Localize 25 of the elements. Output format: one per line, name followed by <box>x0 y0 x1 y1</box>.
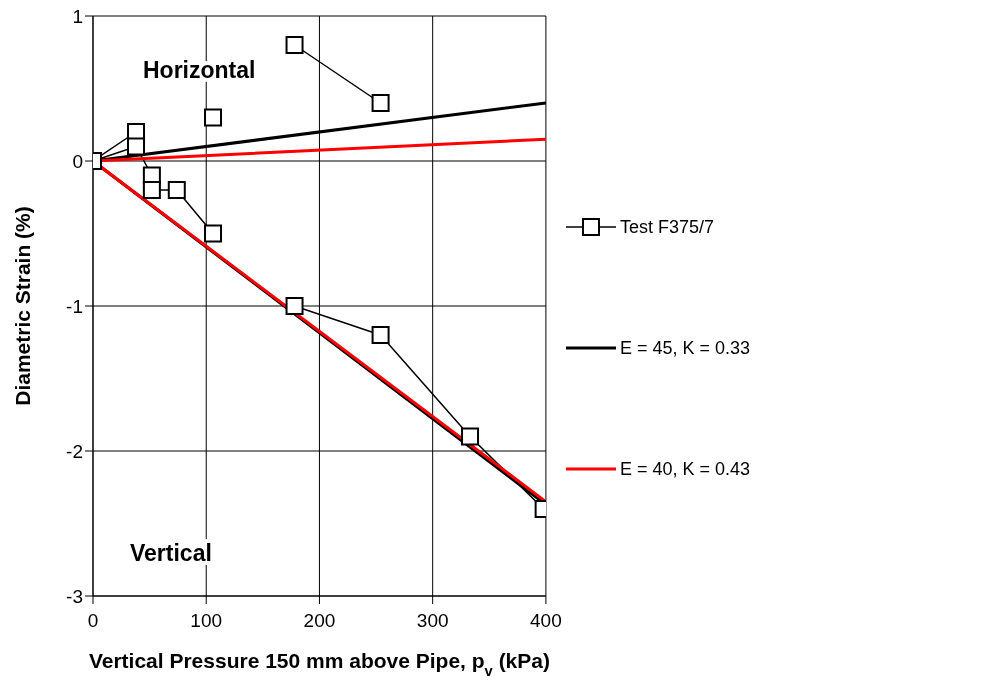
x-tick-label: 200 <box>303 610 336 632</box>
point <box>371 94 390 112</box>
x-tick-label: 400 <box>530 610 562 632</box>
x-tick-label: 300 <box>416 610 449 632</box>
y-axis-title: Diametric Strain (%) <box>11 206 35 406</box>
legend-label: E = 40, K = 0.43 <box>619 458 750 480</box>
x-tick-label: 0 <box>87 610 99 632</box>
y-tick-label: 0 <box>72 150 83 172</box>
point <box>285 36 304 54</box>
point <box>204 108 223 127</box>
legend-label: Test F375/7 <box>619 216 714 238</box>
legend-label: E = 45, K = 0.33 <box>619 337 750 359</box>
y-tick-label: -3 <box>66 585 83 607</box>
point <box>142 181 161 199</box>
point <box>167 181 186 199</box>
x-axis-title: Vertical Pressure 150 mm above Pipe, p$_{v}$ (kPa) <box>88 649 550 679</box>
point <box>204 224 223 243</box>
x-tick-label: 100 <box>190 610 223 632</box>
y-tick-label: -2 <box>66 440 83 462</box>
point <box>371 326 390 344</box>
y-tick-label: 1 <box>72 5 83 27</box>
point <box>127 137 146 156</box>
y-tick-label: -1 <box>66 295 83 317</box>
point <box>285 297 304 315</box>
point <box>461 427 480 446</box>
